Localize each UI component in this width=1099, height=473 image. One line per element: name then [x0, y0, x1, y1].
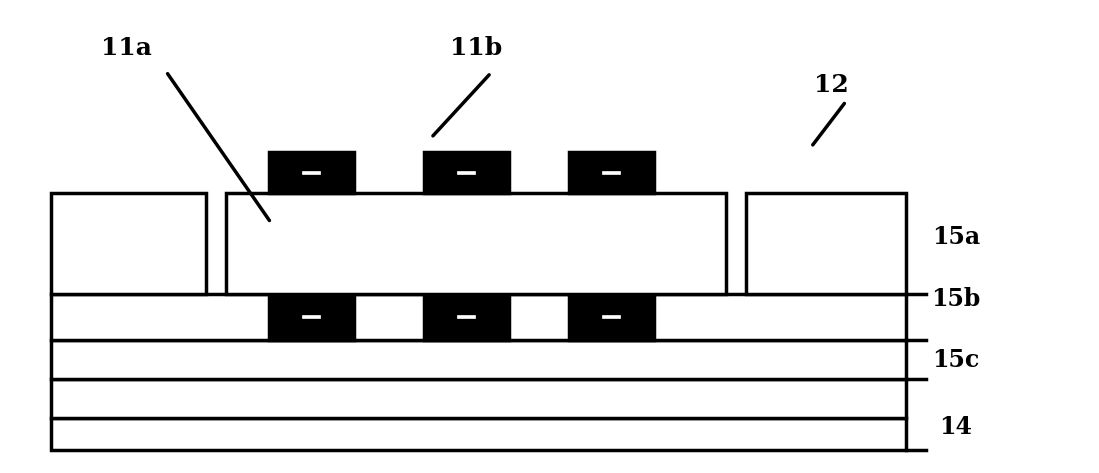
Text: 15a: 15a	[932, 225, 980, 249]
Bar	[51, 340, 906, 379]
Text: 11a: 11a	[101, 36, 152, 61]
Bar	[51, 294, 906, 340]
Bar	[602, 171, 620, 174]
Bar	[568, 152, 654, 193]
Bar	[457, 171, 475, 174]
Bar	[226, 193, 726, 294]
Bar	[268, 152, 354, 193]
Bar	[602, 315, 620, 318]
Bar	[302, 171, 320, 174]
Bar	[302, 315, 320, 318]
Bar	[746, 193, 906, 294]
Bar	[51, 379, 906, 418]
Text: 12: 12	[813, 73, 848, 97]
Bar	[457, 315, 475, 318]
Text: 15c: 15c	[932, 349, 979, 372]
Text: 15b: 15b	[931, 287, 980, 310]
Text: 11b: 11b	[449, 36, 502, 61]
Bar	[423, 152, 509, 193]
Bar	[51, 418, 906, 450]
Bar	[51, 193, 206, 294]
Bar	[268, 294, 354, 340]
Text: 14: 14	[940, 415, 973, 439]
Bar	[423, 294, 509, 340]
Bar	[568, 294, 654, 340]
